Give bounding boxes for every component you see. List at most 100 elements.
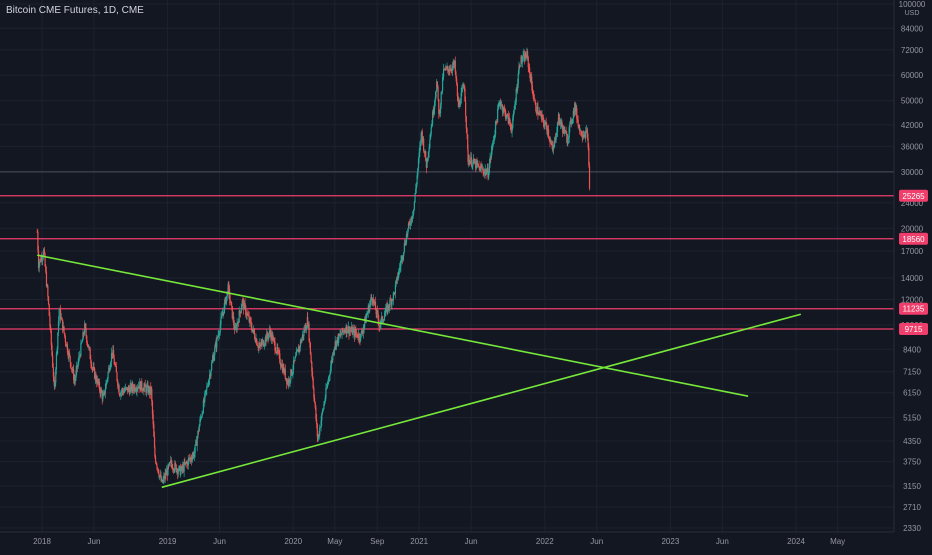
candle-body [62, 319, 64, 331]
candle-body [246, 313, 248, 316]
candle-body [204, 393, 206, 402]
candle-body [184, 462, 187, 464]
candle-body [542, 117, 545, 123]
candle-body [439, 112, 441, 114]
candle-body [51, 344, 53, 356]
candle-body [392, 299, 394, 301]
candle-body [477, 163, 479, 167]
candle-body [290, 369, 293, 375]
candle-body [527, 57, 529, 68]
candle-body [312, 378, 314, 389]
candle-body [269, 330, 271, 333]
candle-body [240, 308, 242, 313]
candle-body [381, 316, 383, 322]
candle-body [441, 77, 444, 91]
candle-body [77, 361, 79, 367]
candle-body [277, 346, 279, 352]
candle-body [353, 329, 355, 331]
candle-body [495, 121, 497, 123]
candle-body [321, 410, 324, 414]
candle-body [96, 379, 99, 384]
candle-body [485, 169, 487, 175]
candle-body [562, 126, 564, 133]
candle-body [529, 73, 531, 82]
candle-body [156, 464, 158, 468]
candle-body [556, 122, 559, 132]
candle-body [111, 352, 113, 355]
candle-body [553, 142, 555, 149]
candle-body [474, 161, 476, 164]
candle-body [339, 334, 341, 336]
candle-body [415, 188, 417, 194]
grid-lines [0, 0, 894, 532]
candle-body [211, 362, 213, 371]
y-tick-label: 3750 [903, 458, 921, 467]
candle-body [238, 310, 240, 323]
candle-body [480, 166, 482, 167]
candle-body [492, 142, 494, 145]
candle-body [462, 84, 464, 88]
candle-body [468, 159, 470, 162]
candle-body [52, 355, 54, 368]
trendline [37, 254, 749, 397]
candle-body [292, 369, 294, 373]
candle-body [555, 136, 557, 141]
candle-body [256, 344, 259, 346]
candle-body [552, 145, 554, 151]
candle-body [491, 144, 493, 152]
candle-body [451, 69, 453, 71]
candle-body [401, 256, 403, 261]
candle-body [276, 346, 278, 353]
candle-body [409, 223, 411, 225]
candle-body [416, 175, 418, 185]
price-axis[interactable]: USD 100000 84000 72000 60000 50000 42000 36000… [899, 0, 926, 533]
candle-body [488, 172, 490, 178]
time-axis[interactable]: 2018 Jun 2019 Jun 2020 May Sep 2021 Jun 2022 Jun 20… [33, 537, 845, 546]
candle-body [375, 309, 377, 315]
candle-body [69, 355, 71, 363]
candle-body [179, 465, 181, 467]
candle-body [226, 291, 228, 297]
candle-body [66, 344, 69, 353]
candle-body [346, 325, 348, 333]
candle-body [415, 184, 418, 189]
candle-body [174, 462, 177, 465]
candle-body [374, 301, 377, 310]
y-tick-label: 3150 [903, 482, 921, 491]
candle-body [130, 384, 133, 391]
candle-body [146, 386, 148, 393]
candle-body [83, 332, 85, 335]
candle-body [214, 342, 217, 348]
candle-body [411, 217, 413, 219]
candle-body [328, 377, 330, 382]
candle-body [115, 365, 117, 373]
candle-body [454, 60, 456, 66]
candle-body [319, 427, 321, 436]
candle-body [460, 93, 462, 104]
x-tick-label: 2021 [410, 537, 428, 546]
candle-body [195, 440, 197, 445]
candle-body [139, 381, 142, 391]
candle-body [425, 160, 427, 168]
candle-body [204, 390, 207, 394]
candle-body [501, 104, 503, 106]
x-tick-label: Jun [590, 537, 603, 546]
candle-body [182, 465, 185, 472]
candle-body [280, 365, 282, 368]
trendlines[interactable] [37, 254, 802, 489]
candle-body [151, 389, 153, 402]
candle-body [281, 364, 284, 372]
candle-body [49, 315, 51, 327]
horizontal-levels[interactable] [0, 195, 894, 330]
candle-body [420, 131, 423, 133]
candle-body [523, 53, 525, 56]
candle-body [294, 357, 296, 361]
candle-body [159, 475, 161, 477]
candle-body [152, 414, 154, 425]
candle-body [135, 390, 137, 392]
candle-body [191, 459, 193, 461]
candle-body [305, 325, 307, 329]
candle-body [501, 104, 504, 112]
